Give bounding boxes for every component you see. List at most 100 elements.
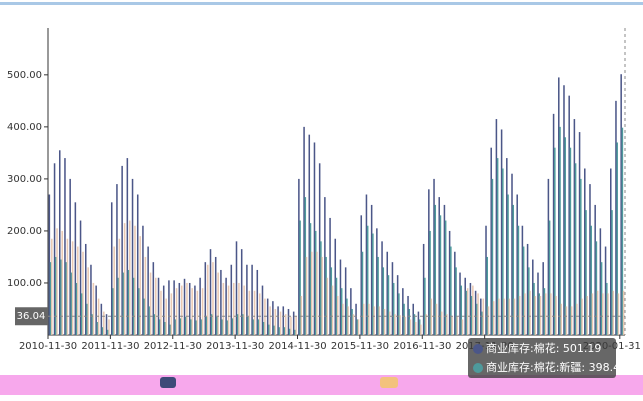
tooltip-value: 501.19: [563, 342, 602, 355]
pointer-label-bg: [15, 307, 48, 326]
bar: [188, 282, 191, 335]
bar: [300, 295, 303, 335]
bar: [79, 220, 82, 335]
bar: [340, 288, 343, 335]
bar: [316, 251, 318, 335]
bar: [314, 230, 317, 335]
x-tick-label: 2011-11-30: [81, 341, 139, 352]
tooltip: [468, 338, 616, 378]
bar: [278, 327, 281, 335]
bar: [209, 249, 212, 335]
bar: [620, 74, 622, 335]
bar: [477, 293, 479, 335]
bar: [298, 178, 300, 335]
bar: [324, 197, 326, 335]
bar: [186, 282, 188, 335]
top-border: [0, 2, 643, 5]
bar: [153, 314, 156, 335]
bar: [320, 241, 322, 335]
bar: [496, 158, 499, 335]
bar: [399, 315, 401, 335]
bar: [569, 147, 572, 335]
bar: [269, 306, 271, 335]
bar: [387, 275, 390, 335]
bar: [459, 272, 461, 335]
bar: [262, 321, 265, 335]
bar: [305, 256, 308, 335]
bar: [149, 272, 152, 335]
bar: [347, 306, 349, 335]
bar: [502, 168, 504, 335]
bar: [428, 189, 430, 335]
bar: [152, 262, 155, 335]
bar: [594, 204, 596, 335]
bar: [412, 303, 415, 335]
bar: [396, 275, 399, 335]
bar: [350, 288, 352, 335]
bar: [339, 259, 342, 335]
bar: [346, 298, 348, 335]
bar: [64, 158, 66, 335]
bar: [612, 290, 614, 335]
bar: [160, 290, 162, 335]
bar: [221, 319, 223, 335]
bar: [570, 306, 573, 335]
bar: [370, 204, 373, 335]
bar: [366, 225, 369, 335]
bar: [226, 320, 229, 335]
bar: [512, 204, 514, 335]
bar: [148, 306, 151, 335]
bar: [51, 238, 53, 335]
bar: [105, 314, 108, 335]
tooltip-name: 商业库存:棉花: [486, 341, 556, 355]
bar: [616, 142, 618, 335]
bar: [143, 298, 145, 335]
bar: [555, 295, 557, 335]
bar: [204, 262, 207, 335]
bar: [559, 126, 561, 335]
bar: [117, 277, 119, 335]
bar: [543, 288, 546, 335]
bar: [409, 319, 412, 335]
bar: [490, 147, 492, 335]
bar: [466, 288, 469, 335]
bar: [507, 194, 509, 335]
bar: [443, 204, 446, 335]
bar: [356, 319, 359, 335]
bar: [591, 293, 594, 335]
bar: [168, 280, 170, 335]
bar: [344, 267, 347, 335]
bar: [508, 298, 511, 335]
bar: [112, 288, 114, 335]
bar: [144, 256, 147, 335]
bar: [435, 303, 438, 335]
bar: [107, 329, 109, 335]
bar: [422, 243, 425, 335]
bar: [604, 246, 607, 335]
bar: [134, 225, 136, 335]
bar: [139, 236, 141, 335]
bar: [200, 319, 203, 335]
bar: [55, 256, 57, 335]
bar: [53, 163, 56, 335]
bar: [196, 290, 199, 335]
bar: [274, 308, 277, 335]
bar: [622, 290, 625, 335]
bar: [360, 215, 363, 335]
bar: [408, 308, 411, 335]
bar: [438, 197, 440, 335]
bar: [407, 295, 409, 335]
bar: [91, 314, 93, 335]
bar: [173, 280, 175, 335]
bar: [487, 306, 490, 335]
bar: [123, 223, 126, 335]
bar: [195, 320, 197, 335]
bar: [284, 314, 287, 335]
tooltip-name: 商业库存:棉花:新疆: [486, 360, 581, 374]
bar: [247, 316, 249, 335]
y-tick-label: 100.00: [7, 278, 42, 289]
bar: [110, 202, 113, 335]
bar: [214, 256, 217, 335]
bar: [258, 293, 261, 335]
